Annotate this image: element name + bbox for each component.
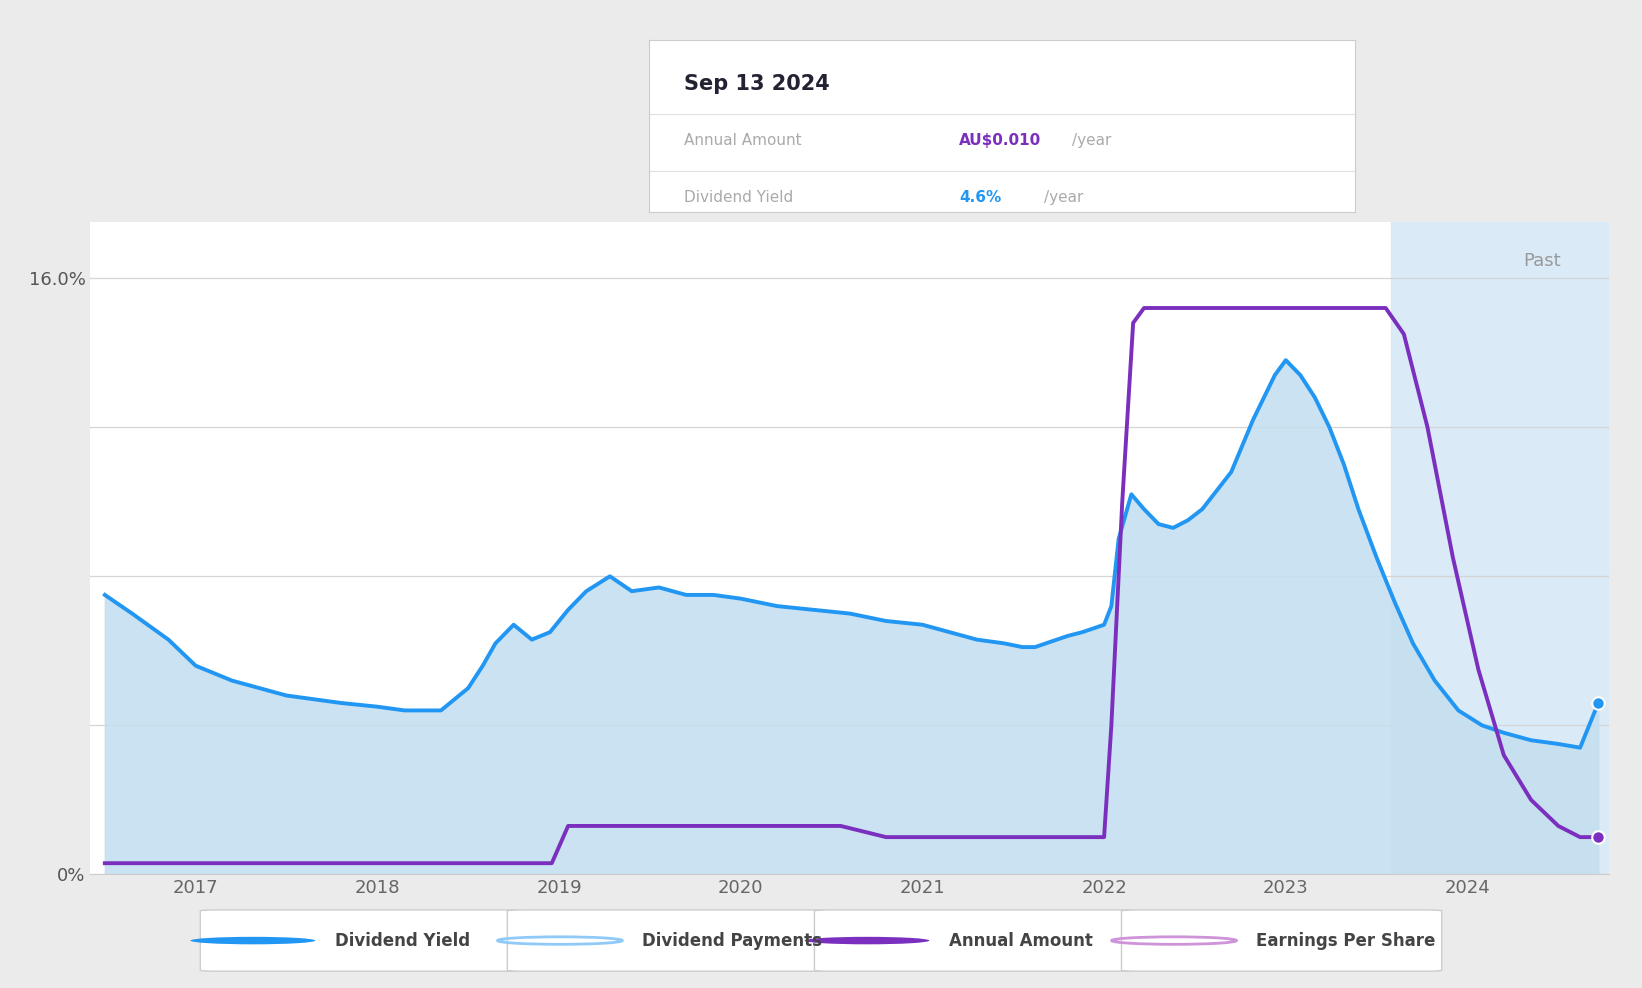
- Text: Earnings Per Share: Earnings Per Share: [1256, 932, 1435, 949]
- Text: /year: /year: [1072, 133, 1112, 148]
- Text: Dividend Yield: Dividend Yield: [685, 190, 793, 205]
- FancyBboxPatch shape: [200, 910, 521, 971]
- Text: Dividend Payments: Dividend Payments: [642, 932, 823, 949]
- Text: Annual Amount: Annual Amount: [949, 932, 1094, 949]
- Text: Sep 13 2024: Sep 13 2024: [685, 74, 829, 94]
- Circle shape: [805, 937, 929, 945]
- Text: Annual Amount: Annual Amount: [685, 133, 801, 148]
- FancyBboxPatch shape: [814, 910, 1135, 971]
- Text: 4.6%: 4.6%: [959, 190, 1002, 205]
- FancyBboxPatch shape: [1121, 910, 1442, 971]
- Bar: [1391, 222, 1609, 874]
- Text: Dividend Yield: Dividend Yield: [335, 932, 470, 949]
- Text: /year: /year: [1044, 190, 1084, 205]
- Text: Past: Past: [1522, 252, 1560, 270]
- Circle shape: [190, 937, 315, 945]
- FancyBboxPatch shape: [507, 910, 828, 971]
- Text: AU$0.010: AU$0.010: [959, 133, 1041, 148]
